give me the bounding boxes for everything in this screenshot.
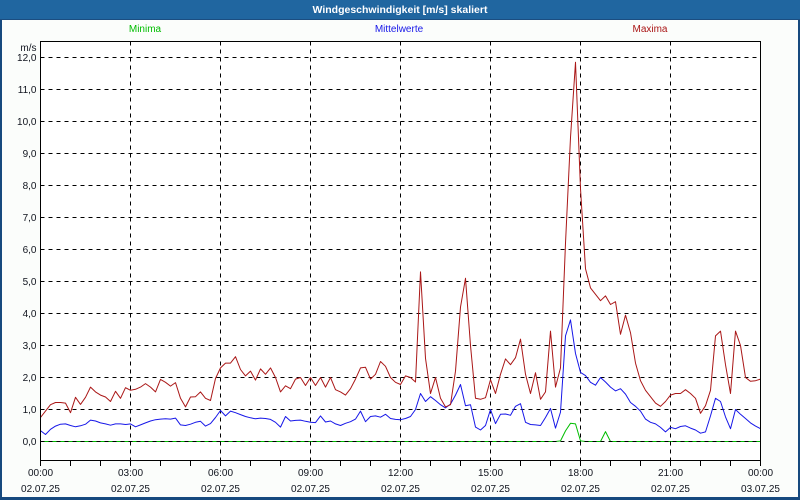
y-tick-label: 1,0 <box>23 405 37 416</box>
window-border-left <box>0 20 2 500</box>
x-tick-date-label: 02.07.25 <box>561 484 600 495</box>
y-axis-unit-label: m/s <box>20 43 36 54</box>
y-tick-label: 9,0 <box>23 149 37 160</box>
x-tick-date-label: 02.07.25 <box>21 484 60 495</box>
grid-lines <box>40 41 761 461</box>
axes <box>40 41 761 466</box>
x-tick-time-label: 12:00 <box>388 468 413 479</box>
x-tick-time-label: 18:00 <box>568 468 593 479</box>
window-title: Windgeschwindigkeit [m/s] skaliert <box>312 3 488 16</box>
title-bar: Windgeschwindigkeit [m/s] skaliert <box>0 0 800 20</box>
x-tick-date-label: 02.07.25 <box>651 484 690 495</box>
axis-labels: 00:00 02.07.25 03:00 02.07.25 06:00 02.07.25 0… <box>17 43 780 495</box>
series-mittelwerte <box>40 319 761 435</box>
y-tick-label: 6,0 <box>23 245 37 256</box>
y-tick-label: 2,0 <box>23 373 37 384</box>
y-tick-label: 0,0 <box>23 437 37 448</box>
x-tick-time-label: 06:00 <box>208 468 233 479</box>
x-tick-time-label: 21:00 <box>658 468 683 479</box>
y-tick-label: 3,0 <box>23 341 37 352</box>
y-tick-label: 5,0 <box>23 277 37 288</box>
y-tick-label: 8,0 <box>23 181 37 192</box>
x-tick-time-label: 03:00 <box>118 468 143 479</box>
window-border-bottom <box>0 497 800 500</box>
series-maxima <box>40 61 761 418</box>
legend-minima-label: Minima <box>128 24 162 35</box>
x-tick-time-label: 15:00 <box>478 468 503 479</box>
y-tick-label: 12,0 <box>17 53 37 64</box>
x-tick-time-label: 00:00 <box>748 468 773 479</box>
window-border-right <box>798 20 800 500</box>
y-tick-label: 7,0 <box>23 213 37 224</box>
x-tick-date-label: 02.07.25 <box>381 484 420 495</box>
x-tick-date-label: 03.07.25 <box>741 484 780 495</box>
y-tick-label: 10,0 <box>17 117 37 128</box>
y-tick-label: 11,0 <box>18 85 37 96</box>
x-tick-date-label: 02.07.25 <box>201 484 240 495</box>
x-tick-time-label: 00:00 <box>28 468 53 479</box>
x-tick-time-label: 09:00 <box>298 468 323 479</box>
x-tick-date-label: 02.07.25 <box>471 484 510 495</box>
y-tick-label: 4,0 <box>23 309 37 320</box>
legend-maxima-label: Maxima <box>632 24 668 35</box>
legend-mittelwerte-label: Mittelwerte <box>374 24 424 35</box>
x-tick-date-label: 02.07.25 <box>111 484 150 495</box>
x-tick-date-label: 02.07.25 <box>291 484 330 495</box>
